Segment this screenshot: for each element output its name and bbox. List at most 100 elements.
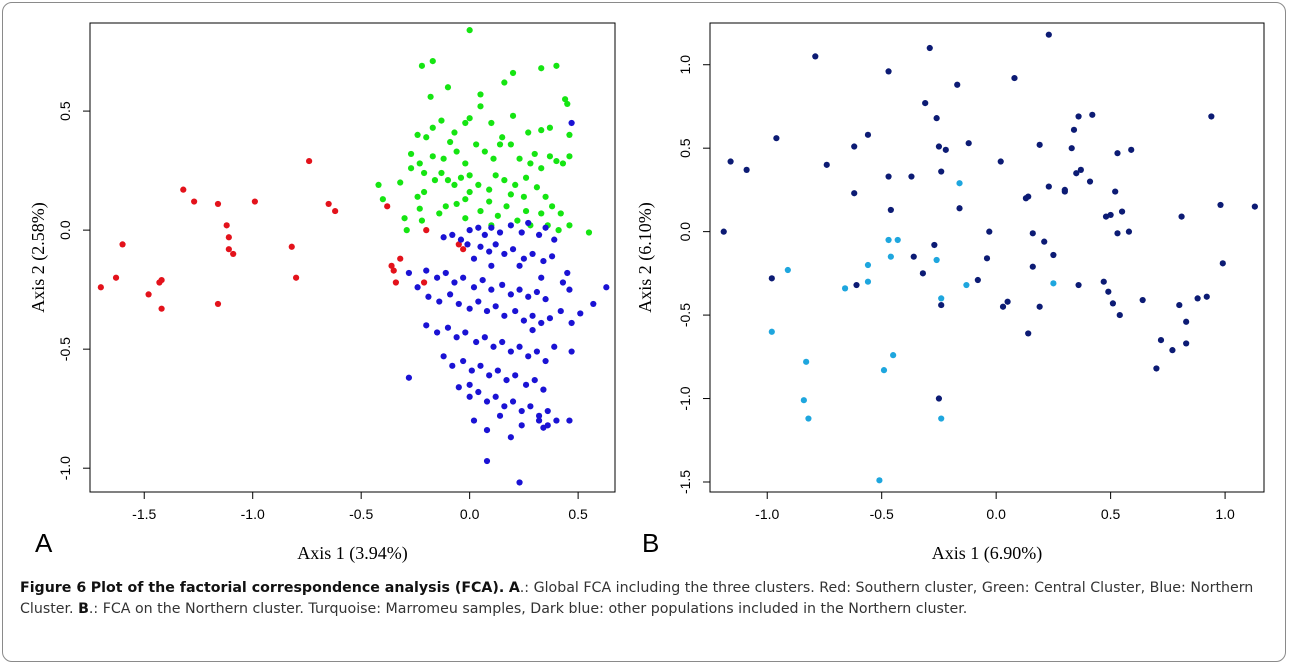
panel-a-series-3-point (496, 412, 504, 419)
panel-a-series-3-point (477, 362, 484, 369)
panel-a-series-3-point (533, 348, 541, 355)
panel-a-series-3-point (525, 353, 532, 360)
panel-a-series-2-point (414, 193, 421, 200)
panel-a-series-2-point (533, 184, 541, 191)
panel-a-series-3-point (531, 377, 538, 384)
panel-a-x-tick-label: -1.5 (132, 506, 156, 522)
panel-a-series-3-point (566, 417, 573, 424)
panel-a-series-3-point (492, 241, 499, 248)
panel-a-y-tick-label: 0.0 (57, 220, 73, 240)
panel-b-series-1-point (1011, 74, 1018, 82)
panel-a-series-3-point (460, 357, 467, 365)
panel-b-series-1-point (864, 131, 872, 138)
panel-a-series-3-point (542, 296, 549, 303)
caption-part-b-label: B (78, 601, 89, 617)
panel-b-y-tick-label: -1.5 (677, 470, 693, 494)
panel-a-series-2-point (420, 188, 428, 196)
panel-a-series-2-point (512, 181, 519, 188)
panel-b-series-1-point (1183, 318, 1190, 325)
panel-b-series-1-point (1045, 31, 1052, 38)
panel-b-series-1-point (1118, 208, 1126, 215)
panel-b-series-2-point (800, 397, 807, 404)
panel-a-series-3-point (546, 315, 554, 322)
panel-a-series-3-point (470, 255, 478, 262)
panel-a-y-axis-label: Axis 2 (2.58%) (28, 202, 49, 313)
panel-a-series-3-point (425, 293, 432, 300)
panel-b-series-2-point (956, 180, 963, 187)
panel-a-series-2-point (477, 103, 484, 110)
panel-b-series-1-point (997, 158, 1004, 165)
panel-a-series-1-point (214, 200, 222, 208)
panel-a-series-2-point (546, 124, 554, 131)
panel-b-series-1-point (1036, 141, 1043, 148)
panel-a-series-3-point (468, 367, 475, 374)
panel-b-series-2-point (864, 261, 872, 269)
panel-a-y-tick-label: -1.0 (57, 456, 73, 480)
panel-a-series-2-point (416, 205, 423, 212)
panel-a-series-2-point (486, 198, 493, 205)
panel-a-series-1-point (97, 284, 104, 291)
panel-a-series-3-point (496, 229, 504, 236)
panel-a-series-3-point (440, 234, 447, 241)
panel-a-series-2-point (538, 165, 545, 172)
panel-a-series-2-point (431, 177, 439, 184)
panel-a-series-3-point (529, 327, 536, 334)
panel-a-series-3-point (516, 343, 523, 350)
panel-a-series-2-point (496, 141, 504, 148)
panel-a-series-2-point (462, 160, 469, 167)
panel-a-series-3-point (436, 298, 443, 305)
panel-b-y-tick-label: 0.5 (677, 138, 693, 158)
panel-a-series-3-point (568, 348, 575, 355)
panel-b-series-1-point (1217, 201, 1224, 209)
panel-b-series-1-point (1029, 230, 1036, 237)
panel-b-series-1-point (720, 228, 727, 235)
panel-b-series-1-point (926, 44, 933, 52)
panel-a-series-2-point (462, 196, 469, 203)
panel-a-series-3-point (483, 457, 491, 465)
panel-b-series-1-point (885, 173, 892, 180)
panel-b-series-1-point (1251, 203, 1258, 210)
panel-a-series-1-point (180, 186, 187, 193)
panel-b-series-2-point (885, 236, 892, 244)
panel-b-series-1-point (1116, 311, 1123, 319)
panel-a-series-3-point (449, 231, 456, 238)
panel-b-series-1-point (954, 81, 961, 88)
figure-caption: Figure 6 Plot of the factorial correspon… (20, 578, 1270, 620)
panel-b-series-1-point (965, 140, 972, 147)
panel-a-series-3-point (501, 250, 508, 258)
panel-a-series-2-point (488, 119, 495, 127)
panel-b-series-1-point (1077, 166, 1084, 173)
panel-a-series-2-point (538, 210, 545, 217)
panel-a-series-2-point (520, 193, 527, 200)
panel-b-series-1-point (1004, 298, 1011, 305)
panel-a-series-3-point (449, 362, 456, 369)
panel-a-series-3-point (453, 334, 460, 341)
panel-a-series-2-point (546, 153, 554, 160)
panel-a-series-3-point (527, 403, 534, 410)
panel-b-letter: B (642, 528, 659, 558)
panel-a-x-tick-label: 0.5 (568, 506, 588, 522)
panel-a-series-2-point (481, 148, 488, 155)
panel-a-series-2-point (477, 207, 484, 215)
panel-a-series-3-point (520, 317, 527, 324)
panel-a-series-3-point (488, 224, 495, 231)
panel-a-series-3-point (483, 427, 491, 434)
panel-a-series-3-point (540, 386, 547, 393)
panel-b-y-tick-label: 1.0 (677, 55, 693, 75)
panel-b-series-2-point (768, 328, 775, 335)
panel-b-series-1-point (1208, 113, 1215, 120)
panel-a-series-3-point (405, 269, 413, 277)
panel-a-series-3-point (466, 381, 473, 388)
panel-a-series-1-point (145, 291, 152, 298)
panel-a-series-2-point (416, 160, 423, 167)
panel-a-series-3-point (590, 300, 597, 308)
panel-b-series-1-point (1050, 251, 1057, 259)
panel-a-series-3-point (529, 250, 536, 258)
panel-a-series-3-point (486, 372, 493, 379)
panel-a-series-3-point (525, 293, 532, 300)
panel-a-series-3-point (535, 417, 543, 424)
panel-a-series-3-point (503, 377, 510, 384)
panel-b-series-1-point (938, 301, 945, 309)
panel-b-series-1-point (1157, 337, 1165, 344)
panel-a-series-2-point (418, 62, 426, 69)
